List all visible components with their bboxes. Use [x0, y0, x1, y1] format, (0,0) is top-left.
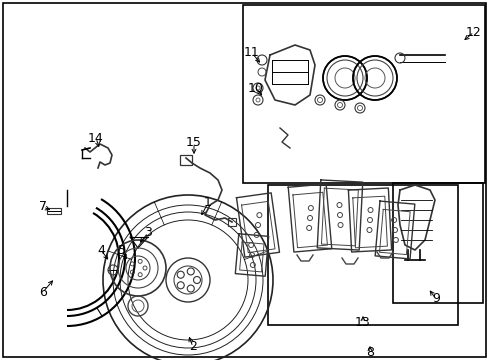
Text: 10: 10: [247, 81, 264, 94]
Text: 6: 6: [39, 285, 47, 298]
Text: 11: 11: [244, 46, 259, 59]
Text: 9: 9: [431, 292, 439, 306]
Bar: [392, 183, 482, 303]
Text: 4: 4: [97, 243, 105, 256]
Text: 8: 8: [365, 346, 373, 359]
Text: 12: 12: [465, 26, 481, 39]
Text: 15: 15: [185, 136, 202, 149]
Bar: [47, 208, 61, 214]
Bar: [243, 5, 484, 183]
Text: 1: 1: [203, 197, 211, 210]
Text: 5: 5: [118, 243, 126, 256]
Text: 2: 2: [189, 341, 197, 354]
Bar: [227, 218, 236, 226]
Bar: [180, 155, 192, 165]
Text: 13: 13: [354, 316, 370, 329]
Text: 14: 14: [88, 131, 103, 144]
Text: 7: 7: [39, 201, 47, 213]
Bar: [267, 185, 457, 325]
Text: 3: 3: [144, 226, 152, 239]
